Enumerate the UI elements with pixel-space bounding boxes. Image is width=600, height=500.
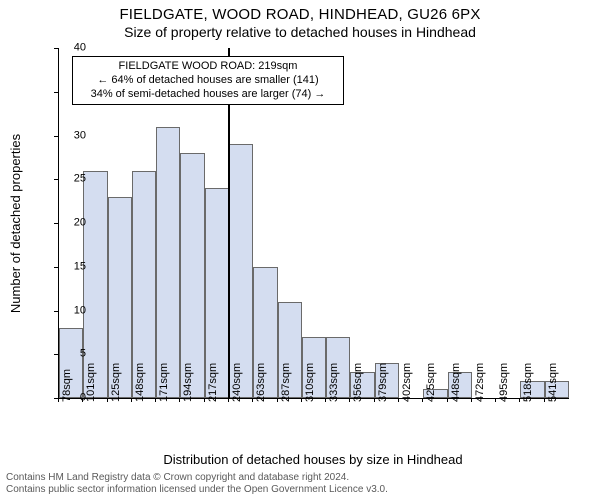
histogram-bar — [180, 153, 204, 398]
x-tick-mark — [495, 398, 496, 402]
y-tick-label: 30 — [46, 130, 86, 141]
y-tick-mark — [54, 223, 58, 224]
y-axis-label: Number of detached properties — [8, 48, 24, 398]
y-tick-label: 20 — [46, 218, 86, 229]
chart-subtitle: Size of property relative to detached ho… — [0, 24, 600, 40]
chart-title-address: FIELDGATE, WOOD ROAD, HINDHEAD, GU26 6PX — [0, 6, 600, 23]
x-tick-mark — [277, 398, 278, 402]
footer-line-1: Contains HM Land Registry data © Crown c… — [6, 472, 388, 484]
chart-container: FIELDGATE, WOOD ROAD, HINDHEAD, GU26 6PX… — [0, 0, 600, 500]
x-tick-mark — [544, 398, 545, 402]
y-tick-mark — [54, 48, 58, 49]
x-tick-mark — [131, 398, 132, 402]
y-tick-label: 15 — [46, 261, 86, 272]
x-tick-mark — [179, 398, 180, 402]
x-tick-mark — [301, 398, 302, 402]
x-tick-mark — [252, 398, 253, 402]
x-tick-mark — [349, 398, 350, 402]
x-tick-mark — [107, 398, 108, 402]
y-tick-label: 10 — [46, 305, 86, 316]
annotation-line: ← 64% of detached houses are smaller (14… — [79, 74, 337, 88]
y-tick-mark — [54, 267, 58, 268]
x-tick-mark — [82, 398, 83, 402]
y-tick-label: 5 — [46, 349, 86, 360]
x-tick-mark — [155, 398, 156, 402]
y-tick-label: 25 — [46, 174, 86, 185]
y-axis-label-text: Number of detached properties — [9, 133, 24, 312]
x-tick-mark — [447, 398, 448, 402]
y-tick-mark — [54, 92, 58, 93]
footer-line-2: Contains public sector information licen… — [6, 484, 388, 496]
x-tick-mark — [519, 398, 520, 402]
y-tick-mark — [54, 136, 58, 137]
annotation-line: FIELDGATE WOOD ROAD: 219sqm — [79, 60, 337, 74]
annotation-line: 34% of semi-detached houses are larger (… — [79, 88, 337, 102]
x-tick-mark — [325, 398, 326, 402]
annotation-box: FIELDGATE WOOD ROAD: 219sqm← 64% of deta… — [72, 56, 344, 105]
x-tick-mark — [374, 398, 375, 402]
x-tick-mark — [422, 398, 423, 402]
x-tick-mark — [228, 398, 229, 402]
histogram-bar — [156, 127, 180, 398]
x-axis-label: Distribution of detached houses by size … — [58, 452, 568, 467]
x-tick-mark — [398, 398, 399, 402]
x-tick-mark — [58, 398, 59, 402]
y-tick-label: 40 — [46, 43, 86, 54]
y-tick-mark — [54, 354, 58, 355]
attribution-footer: Contains HM Land Registry data © Crown c… — [6, 472, 388, 496]
y-tick-mark — [54, 311, 58, 312]
x-tick-mark — [471, 398, 472, 402]
histogram-bar — [229, 144, 253, 398]
x-tick-mark — [204, 398, 205, 402]
y-tick-mark — [54, 179, 58, 180]
